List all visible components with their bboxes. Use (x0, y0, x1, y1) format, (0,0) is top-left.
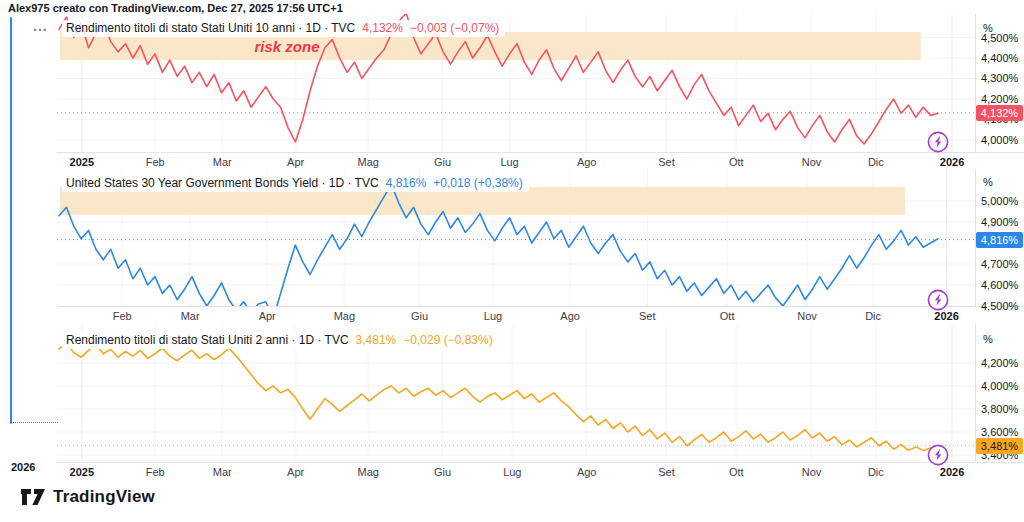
current-price-label: 4,816% (976, 232, 1023, 248)
time-axis-tick: Set (647, 465, 687, 480)
price-axis-tick: 4,000% (981, 133, 1018, 147)
time-axis-tick: Set (627, 309, 667, 324)
time-axis-10y[interactable]: 2025FebMarAprMagGiuLugAgoSetOttNovDic202… (57, 152, 1024, 169)
price-axis-tick: 3,600% (981, 425, 1018, 439)
time-axis-tick: Mar (170, 309, 210, 324)
tradingview-logo-text: TradingView (53, 487, 155, 507)
time-axis-30y[interactable]: Feb Mar Apr Mag Giu Lug Ago Set Ott Nov Dic 2026 (57, 306, 1024, 323)
price-axis-unit-label: % (983, 176, 993, 188)
price-axis-tick: 4,700% (981, 257, 1018, 271)
chart-title: United States 30 Year Government Bonds Y… (66, 176, 379, 190)
legend-more-button[interactable]: ... (33, 18, 48, 34)
legend-2y[interactable]: Rendimento titoli di stato Stati Uniti 2… (62, 332, 499, 349)
price-axis-tick: 4,400% (981, 51, 1018, 65)
chart-title: Rendimento titoli di stato Stati Uniti 2… (66, 333, 349, 347)
time-axis-tick: Ago (567, 465, 607, 480)
tradingview-logo-icon (20, 487, 46, 507)
legend-10y[interactable]: Rendimento titoli di stato Stati Uniti 1… (62, 20, 505, 37)
chart-change: −0,029 (−0,83%) (403, 333, 492, 347)
attribution-text: Alex975 creato con TradingView.com, Dec … (8, 2, 343, 14)
time-axis-tick: Mar (202, 465, 242, 480)
price-axis-tick: 5,000% (981, 194, 1018, 208)
time-axis-tick: Ott (716, 465, 756, 480)
chart-last-price: 3,481% (356, 333, 397, 347)
time-axis-tick: 2026 (927, 309, 967, 324)
price-axis-unit-label: % (983, 333, 993, 345)
price-axis-tick: 4,500% (981, 299, 1018, 313)
risk-zone-label: risk zone (232, 38, 342, 55)
price-axis-tick: 4,900% (981, 215, 1018, 229)
time-axis-tick: Feb (135, 465, 175, 480)
collapsed-pane-year-label: 2026 (11, 461, 35, 473)
time-axis-tick: Apr (276, 465, 316, 480)
chart-change: +0,018 (+0,38%) (433, 176, 522, 190)
time-axis-tick: 2025 (62, 465, 102, 480)
time-axis-tick: Apr (247, 309, 287, 324)
time-axis-tick: Giu (400, 309, 440, 324)
price-axis-tick: 4,600% (981, 278, 1018, 292)
time-axis-tick: Giu (423, 465, 463, 480)
time-axis-tick: Dic (853, 309, 893, 324)
lightning-bolt-icon[interactable] (927, 289, 949, 311)
chart-last-price: 4,816% (386, 176, 427, 190)
chart-last-price: 4,132% (362, 21, 403, 35)
time-axis-tick: Mag (348, 465, 388, 480)
price-axis-unit-label: % (983, 22, 993, 34)
chart-title: Rendimento titoli di stato Stati Uniti 1… (66, 21, 355, 35)
price-axis-tick: 4,000% (981, 379, 1018, 393)
price-axis-tick: 4,200% (981, 92, 1018, 106)
time-axis-tick: Mag (324, 309, 364, 324)
current-price-label: 4,132% (976, 105, 1023, 121)
time-axis-tick: Nov (787, 309, 827, 324)
time-axis-tick: 2026 (932, 465, 972, 480)
time-axis-tick: Lug (492, 465, 532, 480)
collapsed-pane-line (10, 17, 12, 424)
time-axis-2y[interactable]: 2025 Feb Mar Apr Mag Giu Lug Ago Set Ott Nov Dic 202… (57, 462, 1024, 479)
yield-line-2y (59, 343, 938, 450)
tradingview-logo[interactable]: TradingView (20, 487, 155, 507)
time-axis-tick: Ago (550, 309, 590, 324)
current-price-label: 3,481% (976, 438, 1023, 454)
time-axis-tick: Nov (792, 465, 832, 480)
chart-change: −0,003 (−0,07%) (410, 21, 499, 35)
collapsed-pane-priceline (10, 422, 58, 423)
time-axis-tick: Ott (707, 309, 747, 324)
lightning-bolt-icon[interactable] (927, 131, 949, 153)
time-axis-tick: Dic (856, 465, 896, 480)
price-axis-tick: 4,300% (981, 71, 1018, 85)
time-axis-tick: Feb (102, 309, 142, 324)
price-axis-tick: 4,200% (981, 356, 1018, 370)
price-axis-tick: 3,800% (981, 402, 1018, 416)
lightning-bolt-icon[interactable] (927, 444, 949, 466)
tradingview-multichart: Alex975 creato con TradingView.com, Dec … (0, 0, 1024, 522)
time-axis-tick: Lug (473, 309, 513, 324)
legend-30y[interactable]: United States 30 Year Government Bonds Y… (62, 175, 529, 192)
